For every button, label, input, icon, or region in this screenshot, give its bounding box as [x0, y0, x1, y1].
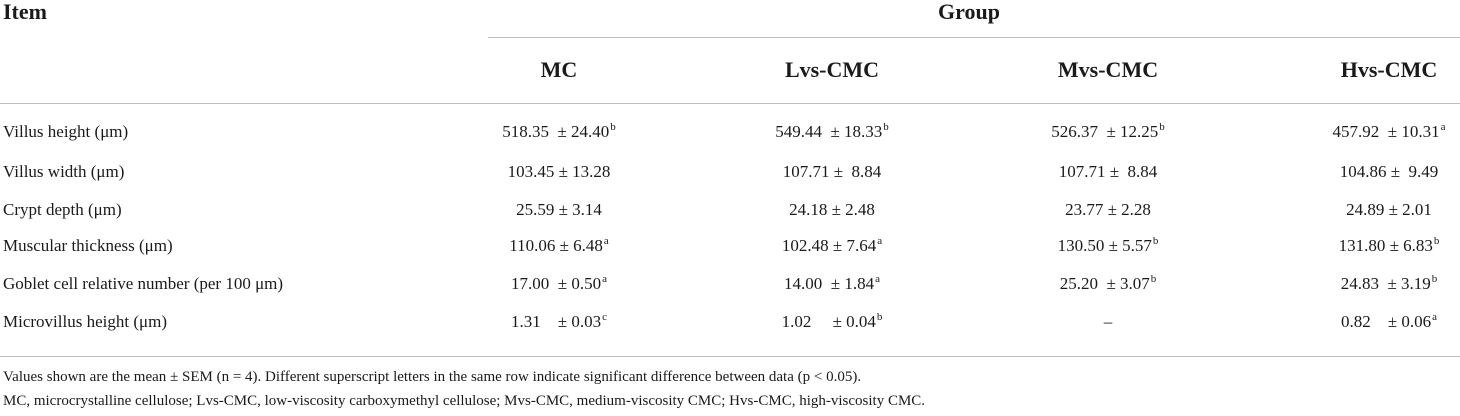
table-cell: 0.82 ± 0.06a	[1341, 311, 1437, 335]
footnote-abbreviations: MC, microcrystalline cellulose; Lvs-CMC,…	[3, 393, 926, 409]
significance-superscript: b	[1150, 273, 1157, 285]
row-label: Muscular thickness (μm)	[3, 236, 173, 255]
table-cell: 457.92 ± 10.31a	[1333, 121, 1446, 145]
table-cell: 24.83 ± 3.19b	[1341, 273, 1438, 297]
cell-value: 130.50 ± 5.57	[1057, 236, 1152, 255]
cell-value: 1.31 ± 0.03	[511, 312, 602, 331]
header-divider	[0, 103, 1460, 104]
table-cell: 1.02 ± 0.04b	[782, 311, 883, 335]
group-underline	[488, 37, 1460, 38]
row-label: Crypt depth (μm)	[3, 200, 122, 219]
table-row: Goblet cell relative number (per 100 μm)…	[0, 273, 1460, 305]
significance-superscript: b	[610, 121, 616, 133]
cell-value: 17.00 ± 0.50	[511, 274, 602, 293]
column-header-mvs-cmc: Mvs-CMC	[1057, 57, 1159, 82]
significance-superscript: a	[1432, 311, 1437, 323]
significance-superscript: a	[875, 273, 880, 285]
cell-value: 25.59 ± 3.14	[516, 200, 602, 219]
column-header-mc: MC	[540, 57, 578, 82]
footnote-stats: Values shown are the mean ± SEM (n = 4).…	[3, 369, 862, 385]
significance-superscript: b	[1431, 273, 1438, 285]
significance-superscript: b	[1433, 235, 1440, 247]
table-cell: 103.45 ± 13.28	[508, 161, 611, 183]
table-cell: 14.00 ± 1.84a	[784, 273, 880, 297]
column-header-lvs-cmc: Lvs-CMC	[784, 57, 880, 82]
column-header-hvs-cmc: Hvs-CMC	[1340, 57, 1438, 82]
table-cell: 526.37 ± 12.25b	[1051, 121, 1165, 145]
cell-value: 14.00 ± 1.84	[784, 274, 875, 293]
table-cell: 107.71 ± 8.84	[783, 161, 882, 183]
table-row: Crypt depth (μm) 25.59 ± 3.14 24.18 ± 2.48…	[0, 199, 1460, 231]
cell-value: 107.71 ± 8.84	[782, 162, 882, 181]
cell-value: 24.83 ± 3.19	[1340, 274, 1431, 293]
table-cell: 549.44 ± 18.33b	[775, 121, 889, 145]
cell-value: 25.20 ± 3.07	[1059, 274, 1150, 293]
row-label: Goblet cell relative number (per 100 μm)	[3, 274, 284, 293]
significance-superscript: c	[602, 311, 607, 323]
table-cell: 107.71 ± 8.84	[1059, 161, 1158, 183]
cell-value: 103.45 ± 13.28	[507, 162, 611, 181]
cell-value: 23.77 ± 2.28	[1065, 200, 1151, 219]
table-cell: 1.31 ± 0.03c	[511, 311, 607, 335]
row-label: Villus height (μm)	[3, 122, 129, 141]
table-cell: 104.86 ± 9.49	[1340, 161, 1439, 183]
row-label: Villus width (μm)	[3, 162, 125, 181]
cell-value: 110.06 ± 6.48	[509, 236, 603, 255]
cell-value: 107.71 ± 8.84	[1058, 162, 1158, 181]
table-cell: 518.35 ± 24.40b	[502, 121, 616, 145]
row-label: Microvillus height (μm)	[3, 312, 167, 331]
cell-value: 24.89 ± 2.01	[1346, 200, 1432, 219]
table-cell: 24.89 ± 2.01	[1346, 199, 1432, 221]
significance-superscript: a	[877, 235, 883, 247]
table-cell: 24.18 ± 2.48	[789, 199, 875, 221]
significance-superscript: b	[1159, 121, 1165, 133]
table-cell: 23.77 ± 2.28	[1065, 199, 1151, 221]
cell-value: 0.82 ± 0.06	[1341, 312, 1432, 331]
cell-value: 518.35 ± 24.40	[502, 122, 610, 141]
cell-value: 549.44 ± 18.33	[775, 122, 883, 141]
cell-value: 1.02 ± 0.04	[781, 312, 876, 331]
significance-superscript: b	[876, 311, 883, 323]
table-cell: 17.00 ± 0.50a	[511, 273, 607, 297]
table-row: Villus width (μm) 103.45 ± 13.28 107.71 ± …	[0, 161, 1460, 193]
item-column-header: Item	[3, 0, 47, 24]
significance-superscript: b	[883, 121, 889, 133]
footer-divider	[0, 356, 1460, 357]
table-cell: 102.48 ± 7.64a	[782, 235, 882, 259]
group-column-header: Group	[938, 0, 1000, 24]
table-row: Microvillus height (μm) 1.31 ± 0.03c 1.02 …	[0, 311, 1460, 343]
cell-value: 24.18 ± 2.48	[789, 200, 875, 219]
significance-superscript: a	[603, 235, 609, 247]
table-cell: 110.06 ± 6.48a	[509, 235, 609, 259]
cell-value: 104.86 ± 9.49	[1339, 162, 1439, 181]
cell-value: 102.48 ± 7.64	[781, 236, 877, 255]
table-cell: 25.20 ± 3.07b	[1060, 273, 1157, 297]
significance-superscript: a	[602, 273, 607, 285]
cell-value: 526.37 ± 12.25	[1051, 122, 1159, 141]
table-cell: 130.50 ± 5.57b	[1058, 235, 1159, 259]
significance-superscript: a	[1440, 121, 1446, 133]
table-cell: –	[1104, 311, 1113, 333]
cell-value: –	[1103, 312, 1113, 331]
cell-value: 457.92 ± 10.31	[1332, 122, 1440, 141]
table-row: Villus height (μm) 518.35 ± 24.40b 549.44 …	[0, 121, 1460, 153]
table-row: Muscular thickness (μm) 110.06 ± 6.48a 102…	[0, 235, 1460, 267]
table-cell: 131.80 ± 6.83b	[1339, 235, 1440, 259]
table-cell: 25.59 ± 3.14	[516, 199, 602, 221]
cell-value: 131.80 ± 6.83	[1338, 236, 1433, 255]
significance-superscript: b	[1152, 235, 1159, 247]
